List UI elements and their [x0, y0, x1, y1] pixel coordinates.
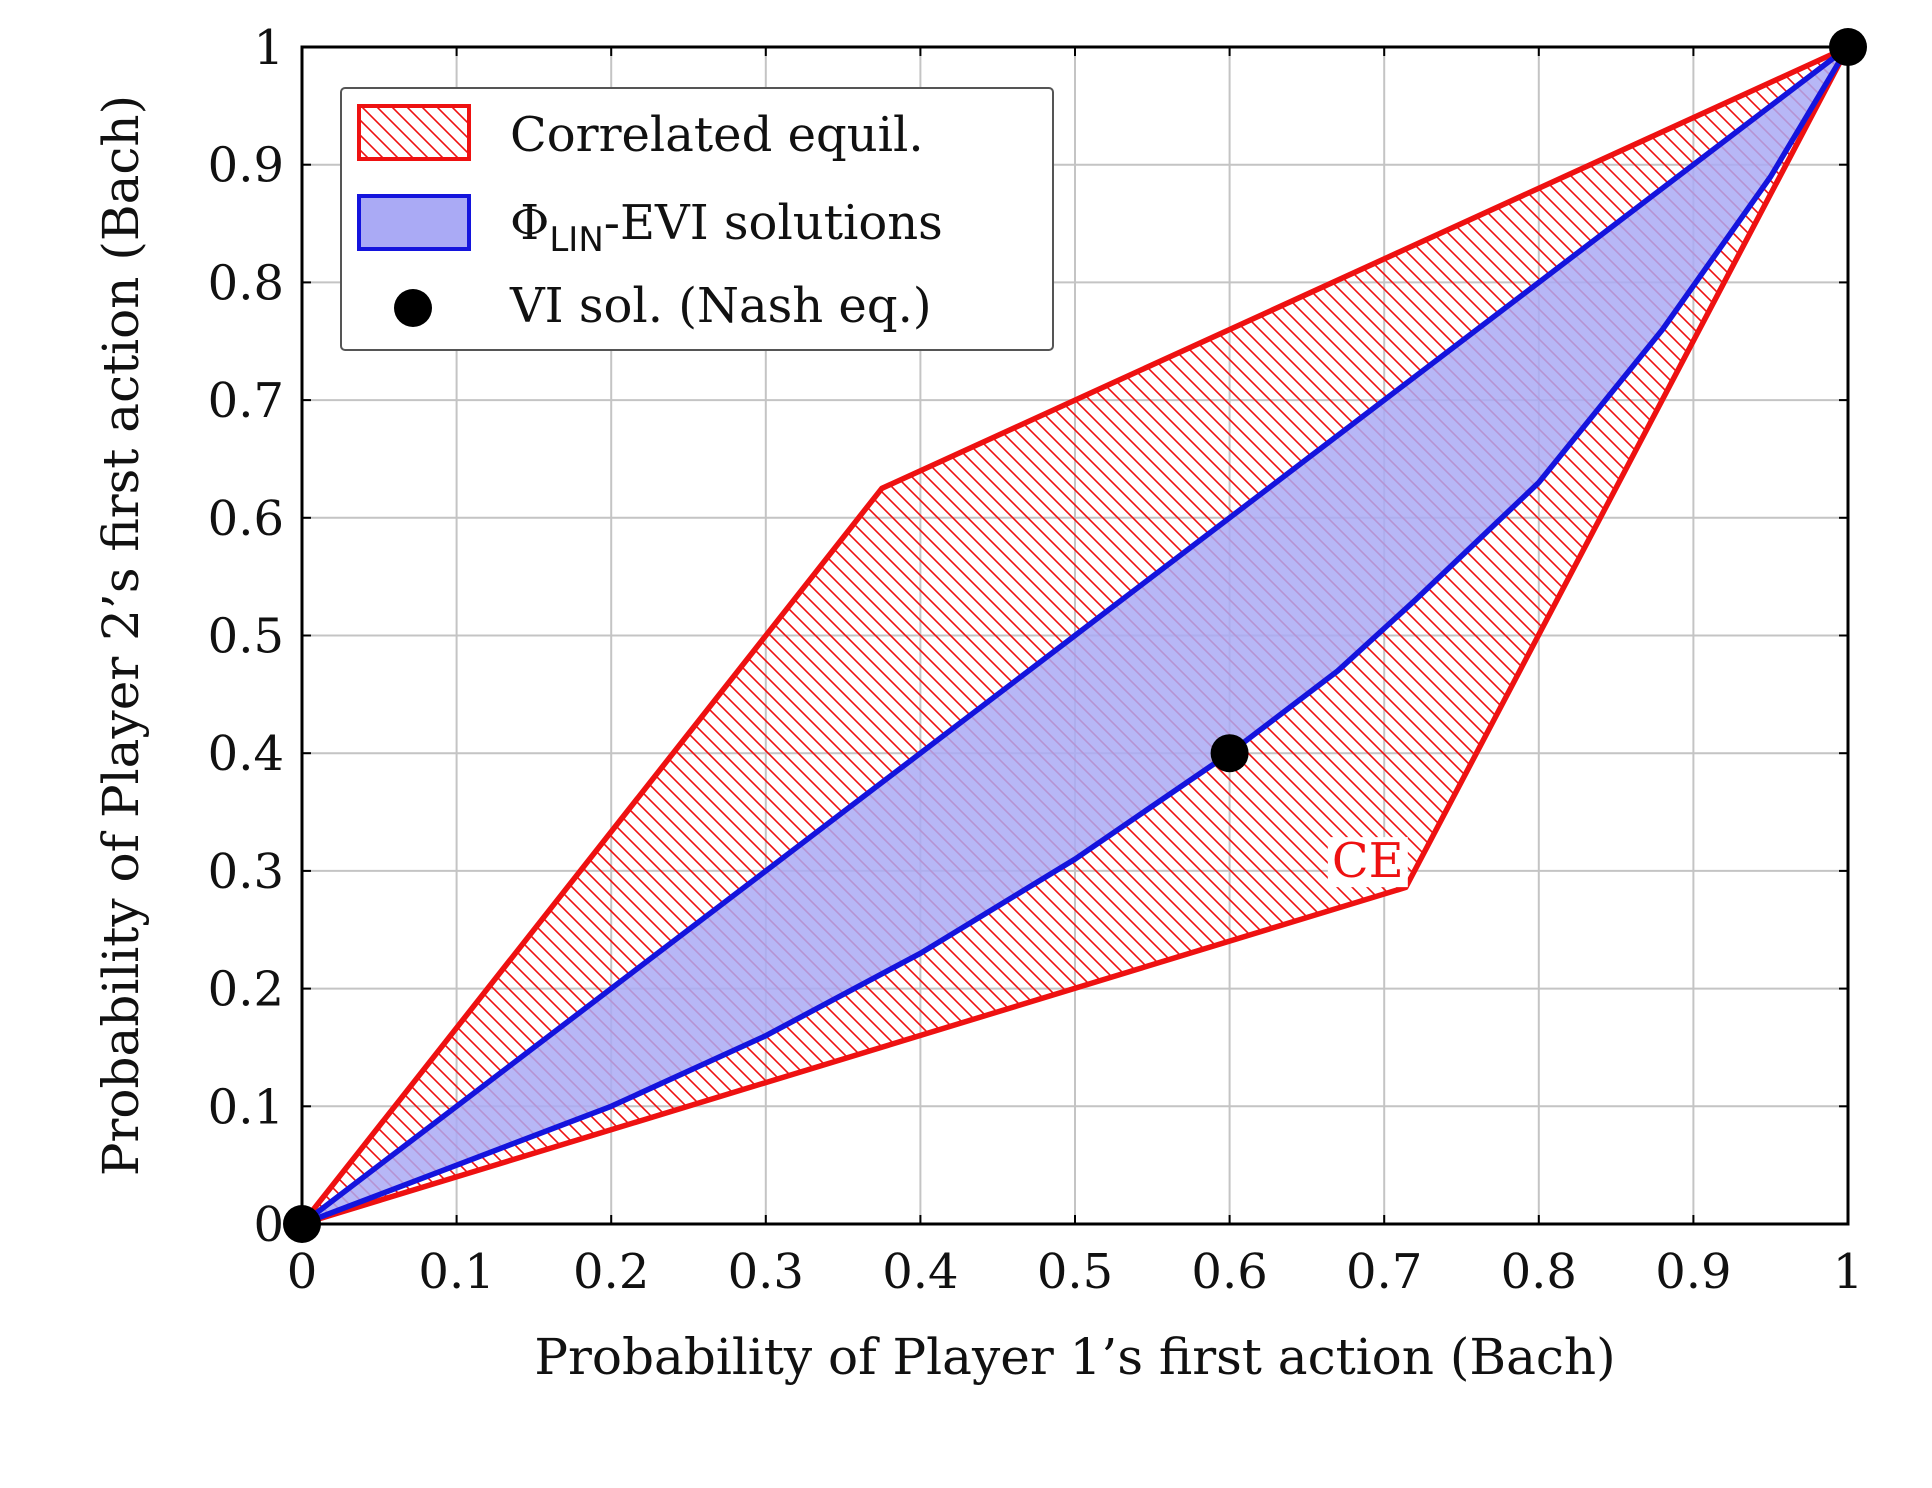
legend-label-evi-subscript: LIN — [549, 220, 603, 260]
x-tick-label: 1 — [1833, 1244, 1864, 1300]
x-tick-label: 0.7 — [1346, 1244, 1422, 1300]
x-axis-label: Probability of Player 1’s first action (… — [534, 1328, 1615, 1386]
x-tick-label: 0.6 — [1191, 1244, 1267, 1300]
x-tick-label: 0.3 — [728, 1244, 804, 1300]
legend-marker-vi — [394, 289, 432, 327]
evi-upper-boundary — [300, 44, 1850, 1227]
x-tick-label: 0.8 — [1501, 1244, 1577, 1300]
y-tick-label: 1 — [253, 20, 284, 76]
legend-swatch-evi — [357, 194, 471, 251]
y-tick-label: 0.5 — [208, 609, 284, 665]
y-axis-label: Probability of Player 2’s first action (… — [92, 95, 150, 1176]
plot-area — [299, 44, 1851, 1227]
legend-box — [340, 87, 1054, 351]
x-tick-label: 0.5 — [1037, 1244, 1113, 1300]
legend-label-evi: ΦLIN-EVI solutions — [510, 195, 943, 260]
legend-swatch-ce — [357, 104, 471, 161]
ce-annotation-background — [1327, 837, 1408, 888]
y-tick-label: 0.1 — [208, 1079, 284, 1135]
x-tick-label: 0 — [287, 1244, 318, 1300]
y-tick-label: 0.4 — [208, 726, 284, 782]
y-tick-label: 0 — [253, 1197, 284, 1253]
ce-annotation: CE — [1332, 833, 1404, 889]
x-tick-label: 0.9 — [1655, 1244, 1731, 1300]
legend-label-ce: Correlated equil. — [510, 107, 924, 163]
y-tick-label: 0.6 — [208, 491, 284, 547]
y-tick-label: 0.7 — [208, 373, 284, 429]
legend-label-evi-suffix: -EVI solutions — [604, 195, 943, 251]
y-tick-label: 0.3 — [208, 844, 284, 900]
y-tick-label: 0.8 — [208, 255, 284, 311]
y-tick-label: 0.2 — [208, 962, 284, 1018]
y-axis: 0 0.1 0.2 0.3 0.4 0.5 0.6 0.7 0.8 0.9 1 — [208, 20, 1848, 1253]
legend-label-evi-prefix: Φ — [510, 195, 549, 251]
x-tick-label: 0.1 — [418, 1244, 494, 1300]
x-axis: 0 0.1 0.2 0.3 0.4 0.5 0.6 0.7 0.8 0.9 1 — [287, 47, 1864, 1300]
x-tick-label: 0.2 — [573, 1244, 649, 1300]
nash-point — [1210, 734, 1249, 773]
x-tick-label: 0.4 — [882, 1244, 958, 1300]
y-tick-label: 0.9 — [208, 138, 284, 194]
legend-label-vi: VI sol. (Nash eq.) — [509, 278, 932, 334]
legend: Correlated equil. ΦLIN-EVI solutions VI … — [340, 87, 1054, 351]
